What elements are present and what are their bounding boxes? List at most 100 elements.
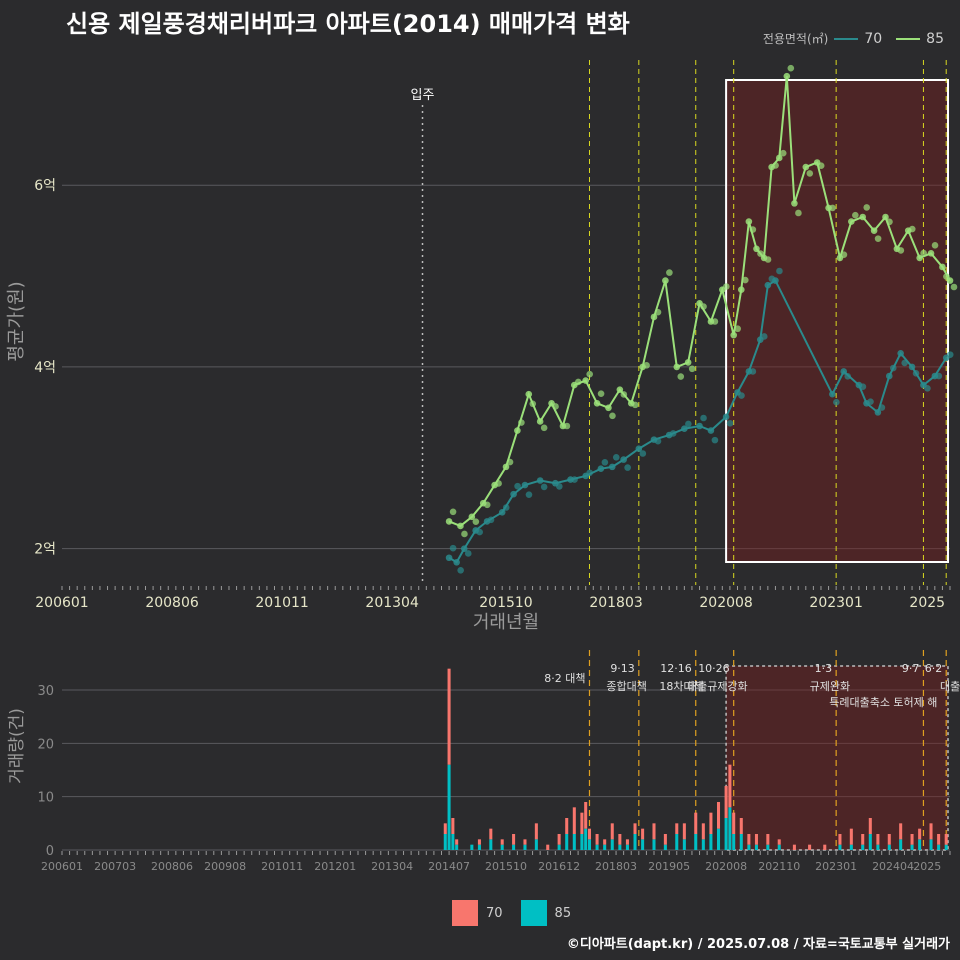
x-tick-label: 201407 [428,860,470,873]
x-tick-label: 202301 [815,860,857,873]
chart-title: 신용 제일풍경채리버파크 아파트(2014) 매매가격 변화 [66,10,630,38]
policy-label: 규제완화 [810,680,850,693]
bar-85 [910,844,914,850]
series-line-85 [448,76,951,528]
x-tick-label: 201612 [538,860,580,873]
bar-85 [937,844,941,850]
data-point-70 [946,351,954,358]
bar-85 [861,844,865,850]
data-point-85 [449,508,457,516]
legend-box-85 [520,900,547,926]
bar-85 [849,844,853,850]
data-point-70 [624,464,631,471]
bar-85 [618,844,622,850]
y-tick-label: 2억 [34,542,56,558]
bar-85 [587,839,592,850]
data-point-70 [612,453,620,461]
policy-label: 종합대책 [606,680,646,693]
data-point-70 [457,566,464,574]
bar-70 [534,823,538,840]
data-point-85 [666,269,673,276]
data-point-85 [723,283,730,290]
x-tick-label: 200908 [204,860,246,873]
bar-70 [625,839,629,845]
y-axis-label: 거래량(건) [7,708,27,784]
data-point-85 [563,422,571,430]
bar-70 [766,834,770,845]
policy-label: 9·7 [902,662,920,675]
data-point-70 [514,482,521,490]
data-point-70 [464,550,472,557]
y-tick-label: 0 [46,844,54,859]
bar-70 [944,834,948,845]
legend-swatch-85 [896,37,921,40]
bar-85 [603,844,607,850]
bar-70 [701,823,705,840]
bar-70 [861,834,865,845]
bar-70 [584,802,588,829]
bar-70 [728,764,732,808]
volume-chart: 0 10 20 30 거래량(건) 200601 200703 200806 200908 201… [7,650,960,873]
bar-85 [565,834,569,850]
x-tick-label: 201510 [479,595,532,611]
bar-70 [652,823,656,840]
data-point-70 [867,398,874,405]
bar-70 [929,823,933,840]
bar-85 [929,839,933,850]
data-point-85 [597,390,605,397]
bar-70 [572,807,576,834]
data-point-85 [741,276,749,284]
legend-label-70: 70 [864,30,883,47]
bar-85 [918,839,922,850]
bar-70 [500,839,504,845]
data-point-70 [726,420,734,427]
bar-70 [546,844,550,850]
bar-85 [716,828,721,850]
bar-85 [663,844,667,850]
x-tick-label: 201510 [485,860,527,873]
x-tick-label: 202008 [699,595,752,611]
data-point-85 [711,318,719,325]
bar-85 [443,834,447,850]
bar-85 [739,834,743,850]
bar-85 [595,844,599,850]
bar-70 [918,828,922,840]
policy-label: 대출규제강화 [687,680,748,693]
bar-85 [557,844,561,850]
policy-label: 대출 [940,680,960,693]
highlight-region [725,79,949,563]
legend-label-85: 85 [926,30,944,47]
bar-85 [682,839,686,850]
data-point-85 [874,235,882,242]
bar-70 [580,812,584,834]
data-point-70 [449,544,457,552]
policy-label: 9·13 [610,662,635,675]
data-point-70 [525,491,533,498]
data-point-85 [950,283,958,291]
data-point-85 [586,370,593,378]
data-point-70 [700,414,707,422]
data-point-85 [852,211,859,219]
x-tick-label: 201905 [648,860,690,873]
policy-label: 18차대책 [659,680,703,693]
bar-70 [610,823,614,840]
bar-85 [489,839,493,850]
x-tick-label: 201304 [371,860,413,873]
data-point-70 [556,483,563,490]
data-point-70 [601,458,609,466]
x-tick-label: 200703 [94,860,136,873]
bar-70 [565,818,569,834]
bar-70 [868,818,872,834]
price-chart: 2억 4억 6억 200601 200806 201011 201304 201510 2018… [6,60,958,633]
bar-70 [876,834,880,845]
bar-70 [808,844,812,850]
bar-70 [838,834,842,845]
data-point-85 [764,256,772,263]
bar-70 [447,668,451,765]
bar-85 [447,764,451,850]
x-tick-label: 2025 [909,595,945,611]
data-point-85 [829,204,836,212]
legend-box-70 [452,900,478,926]
bar-85 [701,839,705,850]
data-point-70 [924,385,931,392]
